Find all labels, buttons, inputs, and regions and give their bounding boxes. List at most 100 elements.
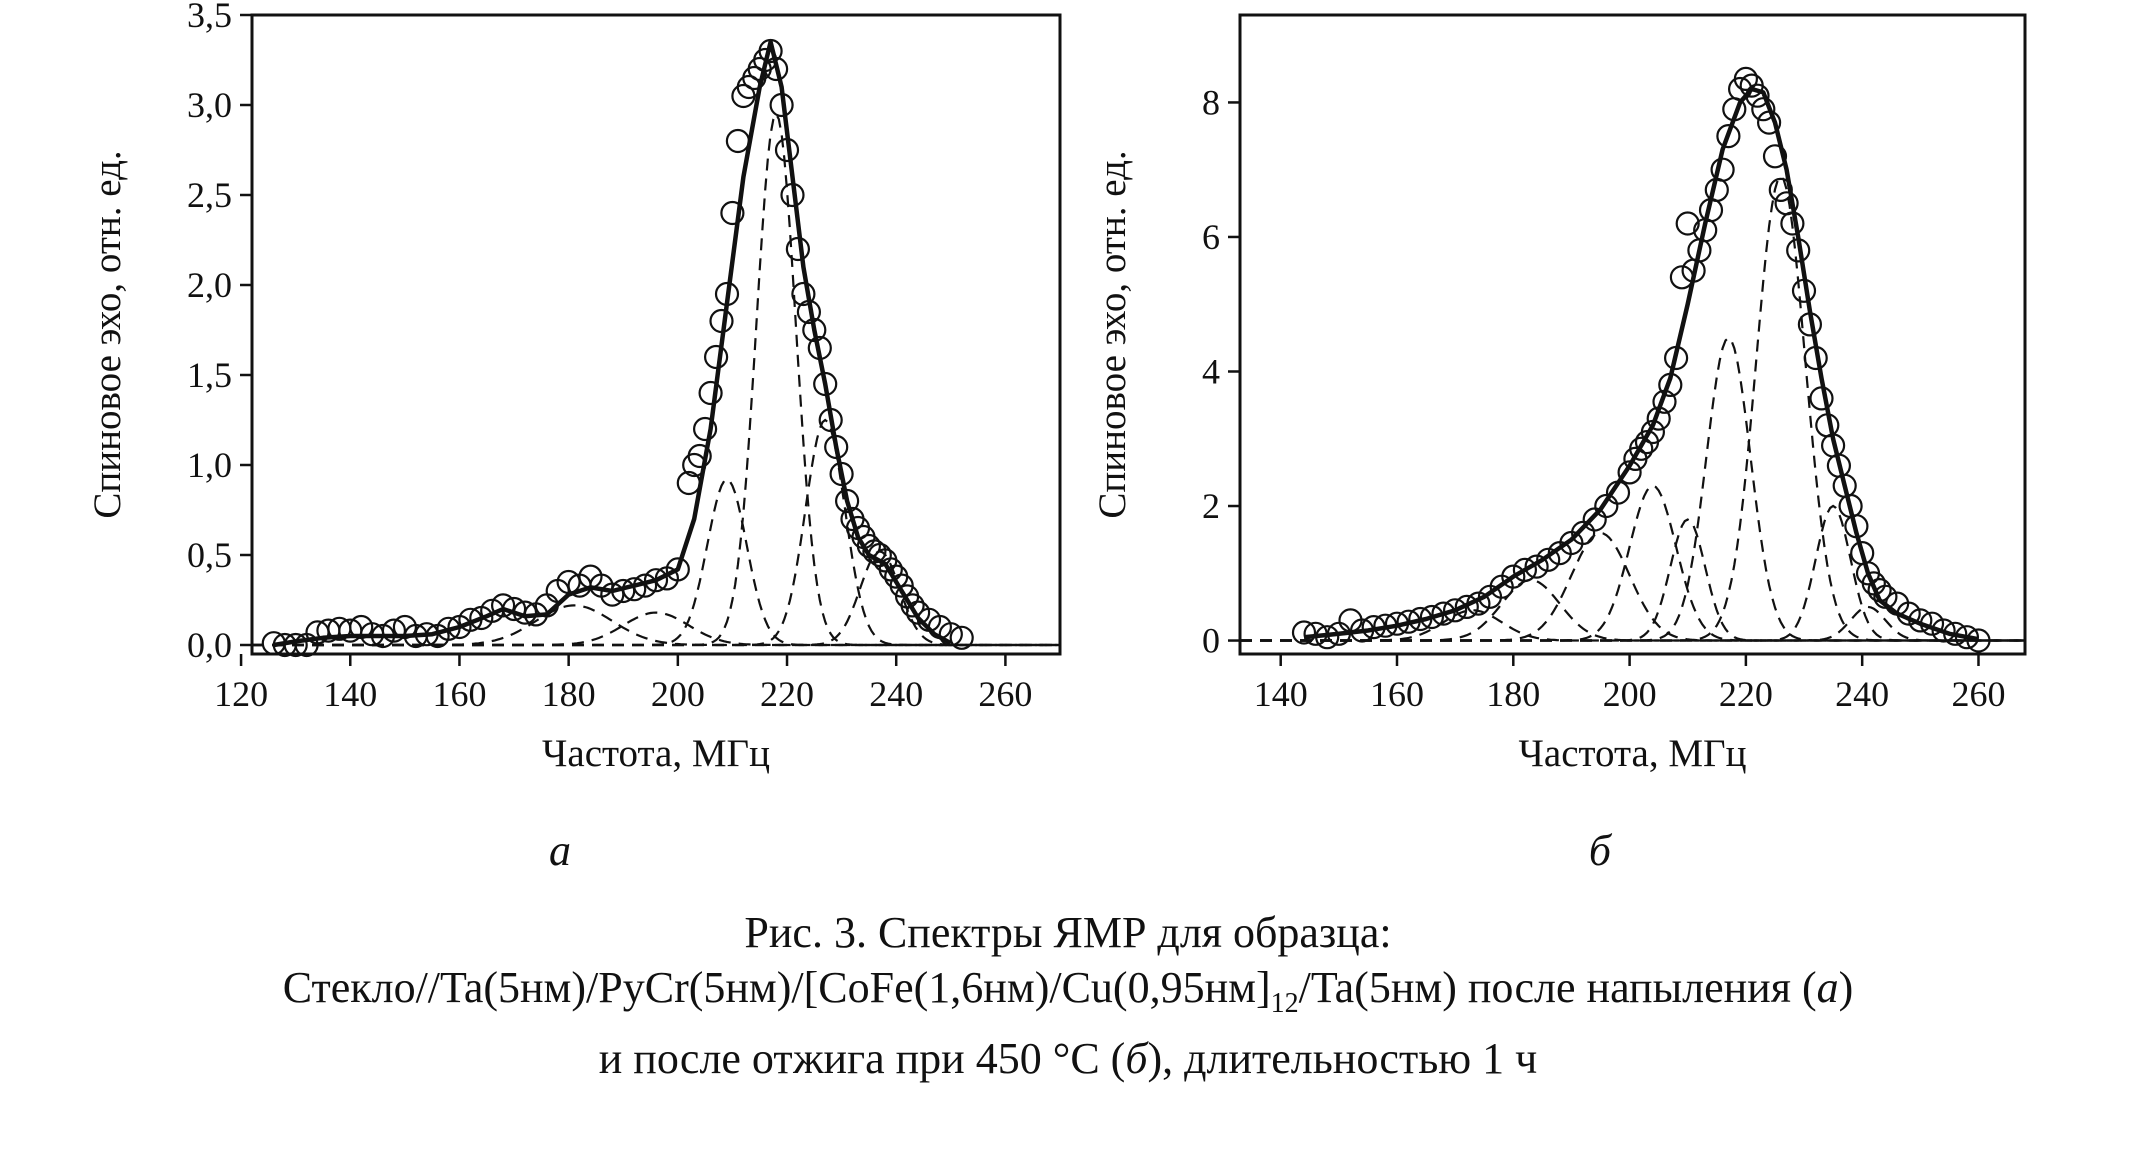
y-tick-label: 1,0 [187,445,232,485]
data-point [725,128,751,154]
y-tick-label: 6 [1202,217,1220,257]
plot-frame [250,13,1062,656]
data-point [758,38,783,64]
data-point [813,371,838,397]
data-point [632,573,658,598]
data-point [1512,557,1538,583]
data-point [791,281,816,307]
y-tick-label: 2 [1202,486,1220,526]
data-point [1582,507,1607,532]
data-point [1384,611,1410,636]
x-tick-label: 160 [1370,674,1424,714]
data-point [600,582,625,607]
caption-line-2-middle: /Ta(5нм) после напыления ( [1298,963,1817,1012]
data-point [1943,621,1968,646]
x-tick-label: 160 [432,674,486,714]
data-point [1396,609,1421,634]
data-point [1786,238,1811,263]
data-point [1658,372,1683,397]
data-point [1710,157,1735,182]
y-tick-label: 3,0 [187,85,232,125]
data-point [1803,345,1828,371]
data-point [491,593,516,618]
caption-line-2: Стекло//Ta(5нм)/PyCr(5нм)/[CoFe(1,6нм)/C… [0,960,2136,1031]
x-tick-label: 220 [760,674,814,714]
data-point [283,632,308,658]
data-point [709,308,734,334]
fit-total-line [273,39,952,648]
data-point [769,92,794,118]
data-point [1745,83,1770,108]
data-point [1809,386,1834,411]
x-tick-label: 240 [869,674,923,714]
data-point [1431,601,1456,626]
data-point [1873,584,1898,609]
caption-title: Рис. 3. Спектры ЯМР для образца: [744,908,1392,957]
data-point [807,335,832,361]
data-point [1797,312,1823,337]
x-tick-label: 140 [323,674,377,714]
data-point [774,137,800,163]
data-point [458,607,483,632]
x-tick-label: 200 [651,674,705,714]
x-axis-label: Частота, МГц [542,732,770,775]
data-point [436,616,461,641]
x-tick-label: 120 [214,674,268,714]
data-point [1867,577,1892,603]
x-tick-label: 260 [978,674,1032,714]
data-point [381,618,406,643]
y-tick-label: 1,5 [187,355,232,395]
data-point [763,56,789,82]
x-tick-label: 180 [542,674,596,714]
data-point [1733,66,1759,92]
panel-label: а [549,826,571,875]
data-point [785,236,811,262]
data-point [824,434,849,460]
data-point [622,577,647,602]
data-point [938,622,963,647]
data-point [889,573,914,598]
x-tick-label: 260 [1951,674,2005,714]
x-tick-label: 140 [1254,674,1308,714]
data-point [1896,601,1921,626]
data-point [1315,625,1340,650]
panel-label: б [1589,826,1613,875]
fit-component-line [252,550,1060,647]
data-point [714,281,740,307]
data-point [1954,625,1980,650]
chart-panel-b: 140 160 180 200 220 240 260 0 2 4 6 8 Частота, МГц Сп… [1091,13,2027,875]
data-point [1466,591,1491,616]
x-axis-label: Частота, МГц [1519,732,1747,775]
data-point [1303,621,1328,646]
data-point [1349,618,1375,643]
y-tick-label: 0,5 [187,535,232,575]
data-point [512,600,538,625]
x-tick-label: 200 [1603,674,1657,714]
data-point [802,317,827,343]
data-point [1361,614,1386,640]
data-point [611,578,636,604]
caption-line-3-prefix: и после отжига при 450 °С ( [598,1033,1126,1083]
data-point [796,299,822,325]
y-tick-label: 4 [1202,351,1220,391]
data-point [643,568,669,593]
data-point [1605,480,1631,505]
data-point [818,407,843,433]
x-tick-label: 240 [1835,674,1889,714]
caption-line-3: и после отжига при 450 °С (б), длительно… [0,1031,2136,1086]
fit-component-line [252,478,1060,647]
y-axis-label: Спиновое эхо, отн. ед. [86,150,129,518]
figure-caption: Рис. 3. Спектры ЯМР для образца: Стекло/… [0,905,2136,1086]
data-point [556,569,581,595]
y-tick-label: 0,0 [187,625,232,665]
y-axis-label: Спиновое эхо, отн. ед. [1091,150,1134,518]
data-point [1908,608,1933,633]
data-point [1756,110,1782,135]
data-point [1640,419,1666,445]
caption-line-2-prefix: Стекло//Ta(5нм)/PyCr(5нм)/[CoFe(1,6нм)/C… [282,963,1271,1012]
caption-line-3-italic: б [1125,1033,1148,1083]
data-point [698,380,723,406]
y-tick-label: 0 [1202,621,1220,661]
data-point [1454,594,1479,620]
